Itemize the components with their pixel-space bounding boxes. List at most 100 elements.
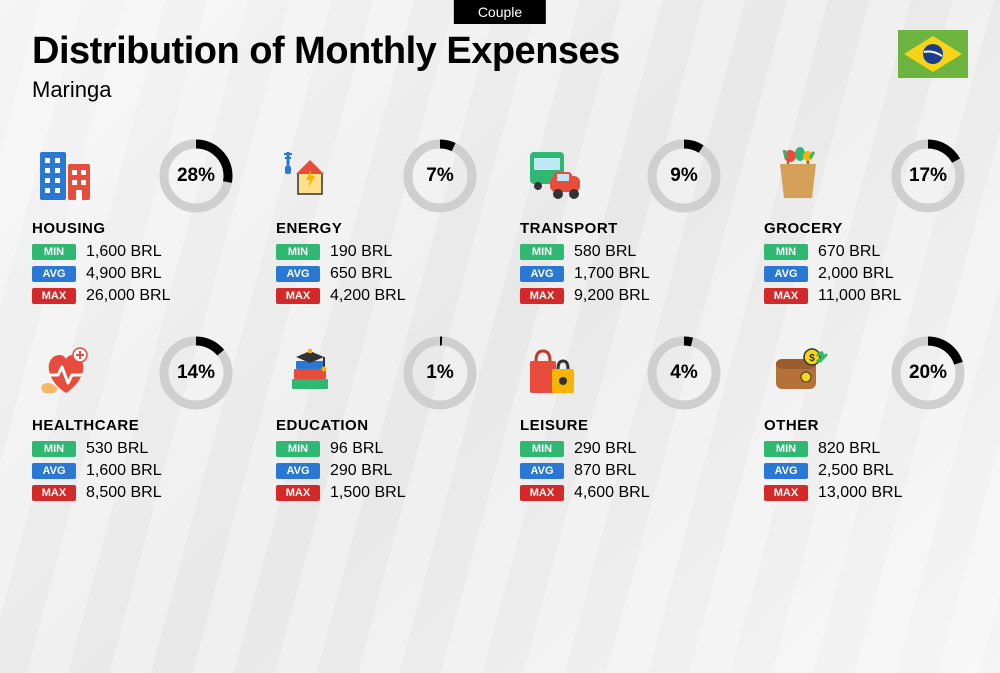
category-name: EDUCATION bbox=[276, 417, 480, 434]
percent-label: 17% bbox=[888, 136, 968, 216]
expense-card: 14% HEALTHCARE MIN 530 BRL AVG 1,600 BRL… bbox=[32, 337, 236, 506]
stat-max-row: MAX 1,500 BRL bbox=[276, 484, 480, 502]
stat-max-row: MAX 26,000 BRL bbox=[32, 287, 236, 305]
leisure-icon bbox=[520, 339, 588, 407]
percent-donut: 4% bbox=[644, 333, 724, 413]
stat-max-row: MAX 8,500 BRL bbox=[32, 484, 236, 502]
avg-value: 4,900 BRL bbox=[86, 265, 162, 283]
category-name: GROCERY bbox=[764, 220, 968, 237]
max-value: 4,200 BRL bbox=[330, 287, 406, 305]
stat-min-row: MIN 290 BRL bbox=[520, 440, 724, 458]
min-value: 96 BRL bbox=[330, 440, 383, 458]
percent-donut: 28% bbox=[156, 136, 236, 216]
expense-card: $ 20% OTHER MIN 820 BRL AVG 2,500 BRL MA… bbox=[764, 337, 968, 506]
stat-avg-row: AVG 650 BRL bbox=[276, 265, 480, 283]
education-icon bbox=[276, 339, 344, 407]
max-badge: MAX bbox=[764, 288, 808, 304]
household-type-badge: Couple bbox=[454, 0, 546, 24]
max-badge: MAX bbox=[520, 485, 564, 501]
min-value: 290 BRL bbox=[574, 440, 636, 458]
stat-avg-row: AVG 1,600 BRL bbox=[32, 462, 236, 480]
min-value: 580 BRL bbox=[574, 243, 636, 261]
min-badge: MIN bbox=[520, 244, 564, 260]
svg-text:$: $ bbox=[809, 353, 815, 364]
min-badge: MIN bbox=[764, 441, 808, 457]
stat-avg-row: AVG 2,000 BRL bbox=[764, 265, 968, 283]
max-value: 11,000 BRL bbox=[818, 287, 901, 305]
max-badge: MAX bbox=[276, 288, 320, 304]
max-value: 8,500 BRL bbox=[86, 484, 162, 502]
expense-card: 28% HOUSING MIN 1,600 BRL AVG 4,900 BRL … bbox=[32, 140, 236, 309]
max-value: 9,200 BRL bbox=[574, 287, 650, 305]
avg-badge: AVG bbox=[276, 463, 320, 479]
expense-card: 1% EDUCATION MIN 96 BRL AVG 290 BRL MAX … bbox=[276, 337, 480, 506]
percent-donut: 20% bbox=[888, 333, 968, 413]
avg-badge: AVG bbox=[764, 266, 808, 282]
stat-min-row: MIN 96 BRL bbox=[276, 440, 480, 458]
max-badge: MAX bbox=[32, 288, 76, 304]
max-badge: MAX bbox=[276, 485, 320, 501]
category-name: LEISURE bbox=[520, 417, 724, 434]
min-badge: MIN bbox=[32, 441, 76, 457]
min-badge: MIN bbox=[276, 244, 320, 260]
avg-value: 650 BRL bbox=[330, 265, 392, 283]
energy-icon bbox=[276, 142, 344, 210]
stat-avg-row: AVG 290 BRL bbox=[276, 462, 480, 480]
avg-badge: AVG bbox=[276, 266, 320, 282]
percent-label: 14% bbox=[156, 333, 236, 413]
stat-max-row: MAX 9,200 BRL bbox=[520, 287, 724, 305]
category-name: TRANSPORT bbox=[520, 220, 724, 237]
stat-avg-row: AVG 870 BRL bbox=[520, 462, 724, 480]
percent-label: 7% bbox=[400, 136, 480, 216]
avg-badge: AVG bbox=[764, 463, 808, 479]
category-name: ENERGY bbox=[276, 220, 480, 237]
avg-badge: AVG bbox=[32, 266, 76, 282]
buildings-icon bbox=[32, 142, 100, 210]
percent-label: 4% bbox=[644, 333, 724, 413]
category-name: HEALTHCARE bbox=[32, 417, 236, 434]
other-icon: $ bbox=[764, 339, 832, 407]
stat-min-row: MIN 190 BRL bbox=[276, 243, 480, 261]
percent-donut: 9% bbox=[644, 136, 724, 216]
percent-donut: 7% bbox=[400, 136, 480, 216]
percent-label: 9% bbox=[644, 136, 724, 216]
min-value: 190 BRL bbox=[330, 243, 392, 261]
max-value: 4,600 BRL bbox=[574, 484, 650, 502]
avg-value: 1,700 BRL bbox=[574, 265, 650, 283]
avg-value: 2,500 BRL bbox=[818, 462, 894, 480]
percent-donut: 14% bbox=[156, 333, 236, 413]
stat-min-row: MIN 670 BRL bbox=[764, 243, 968, 261]
stat-max-row: MAX 13,000 BRL bbox=[764, 484, 968, 502]
avg-badge: AVG bbox=[520, 463, 564, 479]
max-value: 13,000 BRL bbox=[818, 484, 903, 502]
min-value: 530 BRL bbox=[86, 440, 148, 458]
stat-max-row: MAX 11,000 BRL bbox=[764, 287, 968, 305]
min-value: 1,600 BRL bbox=[86, 243, 162, 261]
stat-min-row: MIN 530 BRL bbox=[32, 440, 236, 458]
max-badge: MAX bbox=[764, 485, 808, 501]
avg-badge: AVG bbox=[520, 266, 564, 282]
stat-min-row: MIN 1,600 BRL bbox=[32, 243, 236, 261]
expense-card: 9% TRANSPORT MIN 580 BRL AVG 1,700 BRL M… bbox=[520, 140, 724, 309]
header: Distribution of Monthly Expenses Maringa bbox=[32, 30, 968, 103]
min-badge: MIN bbox=[276, 441, 320, 457]
grocery-icon bbox=[764, 142, 832, 210]
stat-avg-row: AVG 4,900 BRL bbox=[32, 265, 236, 283]
avg-value: 2,000 BRL bbox=[818, 265, 894, 283]
percent-donut: 17% bbox=[888, 136, 968, 216]
min-badge: MIN bbox=[520, 441, 564, 457]
percent-label: 1% bbox=[400, 333, 480, 413]
expense-card: 7% ENERGY MIN 190 BRL AVG 650 BRL MAX 4,… bbox=[276, 140, 480, 309]
healthcare-icon bbox=[32, 339, 100, 407]
min-badge: MIN bbox=[32, 244, 76, 260]
expense-grid: 28% HOUSING MIN 1,600 BRL AVG 4,900 BRL … bbox=[32, 140, 968, 506]
stat-avg-row: AVG 1,700 BRL bbox=[520, 265, 724, 283]
stat-max-row: MAX 4,200 BRL bbox=[276, 287, 480, 305]
category-name: OTHER bbox=[764, 417, 968, 434]
transport-icon bbox=[520, 142, 588, 210]
max-value: 1,500 BRL bbox=[330, 484, 406, 502]
avg-value: 290 BRL bbox=[330, 462, 392, 480]
max-value: 26,000 BRL bbox=[86, 287, 171, 305]
min-value: 670 BRL bbox=[818, 243, 880, 261]
min-value: 820 BRL bbox=[818, 440, 880, 458]
